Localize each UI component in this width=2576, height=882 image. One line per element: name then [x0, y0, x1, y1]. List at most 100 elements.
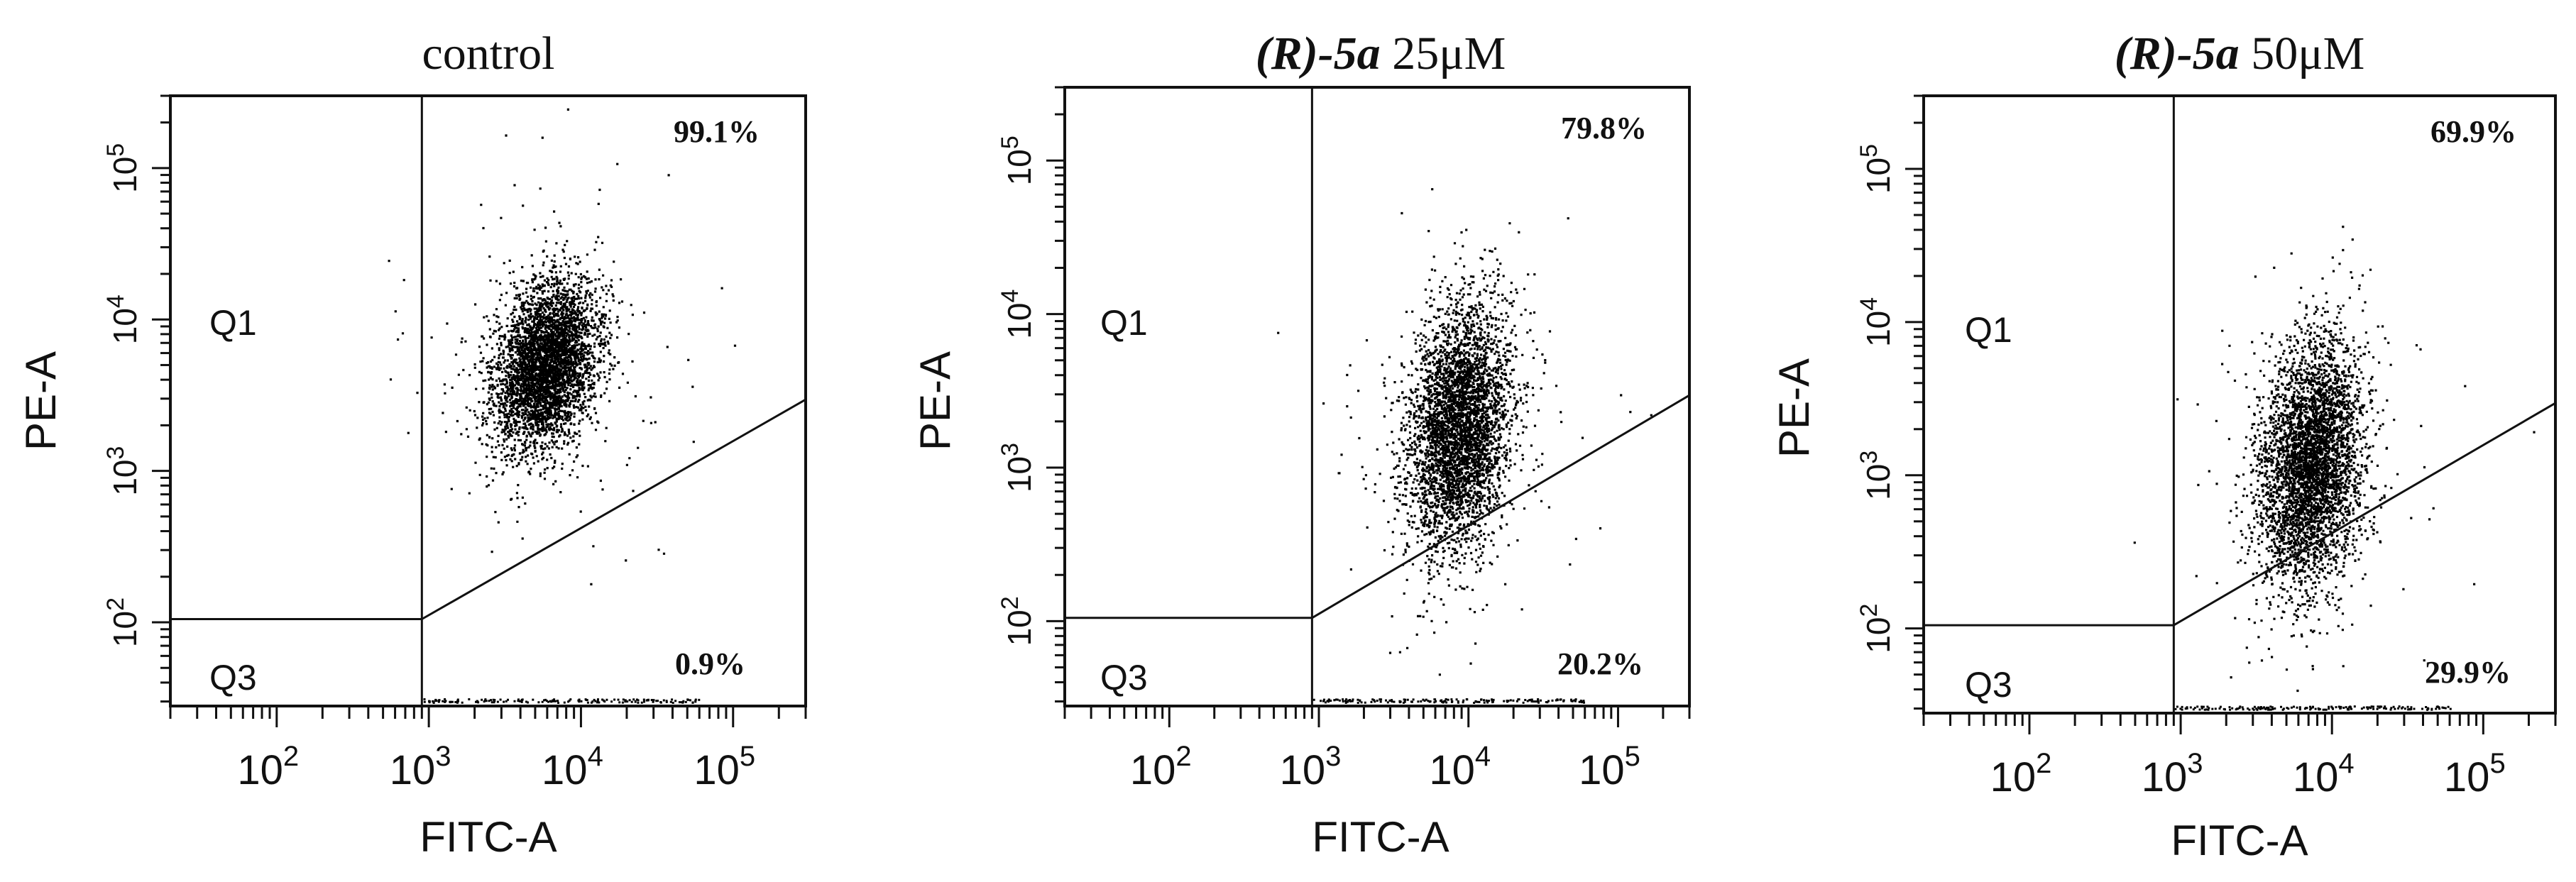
panel-2-quadrant-q4-percent: 20.2% [1557, 646, 1643, 681]
panel-1-x-axis-label: FITC-A [420, 813, 557, 861]
panel-3-plot-frame [1922, 94, 2557, 715]
x-tick-base: 10 [1429, 747, 1475, 793]
panel-1-quadrant-gate [170, 96, 806, 706]
x-tick-label: 102 [1990, 748, 2052, 800]
x-tick-exponent: 5 [2489, 748, 2505, 779]
panel-1-quadrant-q1-label: Q1 [209, 303, 257, 343]
y-tick-exponent: 4 [102, 294, 129, 308]
panel-2-title-dose: 25μM [1381, 28, 1506, 79]
panel-3-y-axis-label: PE-A [1770, 358, 1818, 458]
x-tick-base: 10 [1130, 747, 1176, 793]
x-tick-base: 10 [2142, 754, 2188, 800]
x-tick-exponent: 3 [2187, 748, 2203, 779]
y-tick-exponent: 2 [102, 597, 129, 611]
y-tick-label: 104 [1856, 297, 1897, 347]
x-tick-exponent: 3 [435, 741, 451, 772]
panel-3-event-dots [2133, 226, 2536, 711]
x-tick-label: 104 [2293, 748, 2355, 800]
y-tick-base: 10 [1001, 149, 1038, 185]
x-tick-exponent: 3 [1325, 741, 1341, 772]
panel-1-x-axis: 102 103 104 105 [169, 706, 807, 793]
panel-2-x-axis-label: FITC-A [1312, 813, 1449, 861]
y-tick-base: 10 [1001, 456, 1038, 492]
x-tick-exponent: 2 [283, 741, 299, 772]
panel-3-x-axis: 102 103 104 105 [1922, 713, 2557, 800]
y-tick-label: 102 [102, 597, 143, 647]
y-tick-base: 10 [106, 611, 143, 647]
x-tick-label: 103 [390, 741, 451, 793]
y-tick-exponent: 3 [997, 443, 1024, 456]
y-tick-label: 102 [997, 596, 1038, 646]
x-tick-exponent: 2 [2036, 748, 2051, 779]
y-tick-base: 10 [106, 157, 143, 193]
panel-3-title-compound: (R)-5a [2115, 28, 2240, 79]
panel-3-quadrant-q2-percent: 69.9% [2430, 114, 2516, 149]
panel-1-quadrant-q3-label: Q3 [209, 658, 257, 698]
y-tick-base: 10 [1860, 617, 1897, 654]
x-tick-exponent: 5 [740, 741, 755, 772]
panel-1-plot-frame [169, 94, 807, 707]
x-tick-label: 102 [1130, 741, 1192, 793]
panel-1-y-axis-label: PE-A [17, 351, 65, 451]
y-tick-base: 10 [1001, 302, 1038, 338]
x-tick-base: 10 [1579, 747, 1625, 793]
x-tick-exponent: 4 [1475, 741, 1491, 772]
panel-2-x-axis: 102 103 104 105 [1063, 706, 1691, 793]
x-tick-base: 10 [1280, 747, 1326, 793]
panel-1-title-dose: control [422, 28, 555, 79]
y-tick-label: 103 [1856, 451, 1897, 500]
y-tick-exponent: 5 [997, 136, 1024, 149]
x-tick-base: 10 [2293, 754, 2339, 800]
panel-2-quadrant-q3-label: Q3 [1100, 658, 1148, 698]
panel-2-plot-frame [1063, 86, 1691, 707]
panel-3-x-axis-label: FITC-A [2171, 817, 2308, 864]
y-tick-label: 105 [1856, 144, 1897, 194]
event-dots [2133, 226, 2536, 711]
y-tick-exponent: 2 [1856, 604, 1882, 617]
panel-2-title-compound: (R)-5a [1256, 28, 1381, 79]
panel-1-event-dots [388, 108, 737, 705]
y-tick-label: 102 [1856, 604, 1897, 654]
y-tick-base: 10 [1860, 464, 1897, 500]
event-dots [388, 108, 737, 705]
x-tick-base: 10 [694, 747, 740, 793]
panel-3-quadrant-q3-label: Q3 [1965, 665, 2012, 705]
x-tick-label: 105 [694, 741, 755, 793]
panel-2-title: (R)-5a 25μM [1256, 28, 1506, 79]
panel-3-quadrant-q1-label: Q1 [1965, 310, 2012, 350]
y-tick-base: 10 [106, 459, 143, 495]
panel-2-quadrant-gate [1065, 87, 1690, 706]
panel-2-y-axis-label: PE-A [911, 351, 959, 451]
y-tick-label: 104 [102, 294, 143, 344]
y-tick-base: 10 [1001, 610, 1038, 646]
panel-1-quadrant-q4-percent: 0.9% [675, 646, 745, 681]
gate-diagonal-line [2173, 402, 2556, 627]
panel-3-title: (R)-5a 50μM [2115, 28, 2365, 79]
y-tick-label: 105 [997, 136, 1038, 185]
y-tick-base: 10 [1860, 311, 1897, 347]
panel-2-quadrant-q1-label: Q1 [1100, 303, 1148, 343]
panel-1-title: control [422, 28, 555, 79]
x-tick-base: 10 [390, 747, 436, 793]
panel-1-quadrant-q2-percent: 99.1% [674, 114, 760, 149]
panel-2-event-dots [1277, 188, 1653, 705]
x-tick-label: 105 [1579, 741, 1640, 793]
y-tick-exponent: 3 [102, 446, 129, 460]
panel-2-quadrant-q2-percent: 79.8% [1561, 111, 1647, 145]
x-tick-label: 104 [542, 741, 603, 793]
x-tick-label: 105 [2444, 748, 2506, 800]
gate-diagonal-line [1311, 394, 1690, 619]
y-tick-exponent: 5 [102, 143, 129, 157]
y-tick-base: 10 [106, 308, 143, 344]
x-tick-exponent: 2 [1175, 741, 1191, 772]
y-tick-exponent: 5 [1856, 144, 1882, 158]
x-tick-label: 103 [1280, 741, 1342, 793]
x-tick-base: 10 [1990, 754, 2037, 800]
x-tick-label: 104 [1429, 741, 1491, 793]
y-tick-label: 104 [997, 290, 1038, 339]
